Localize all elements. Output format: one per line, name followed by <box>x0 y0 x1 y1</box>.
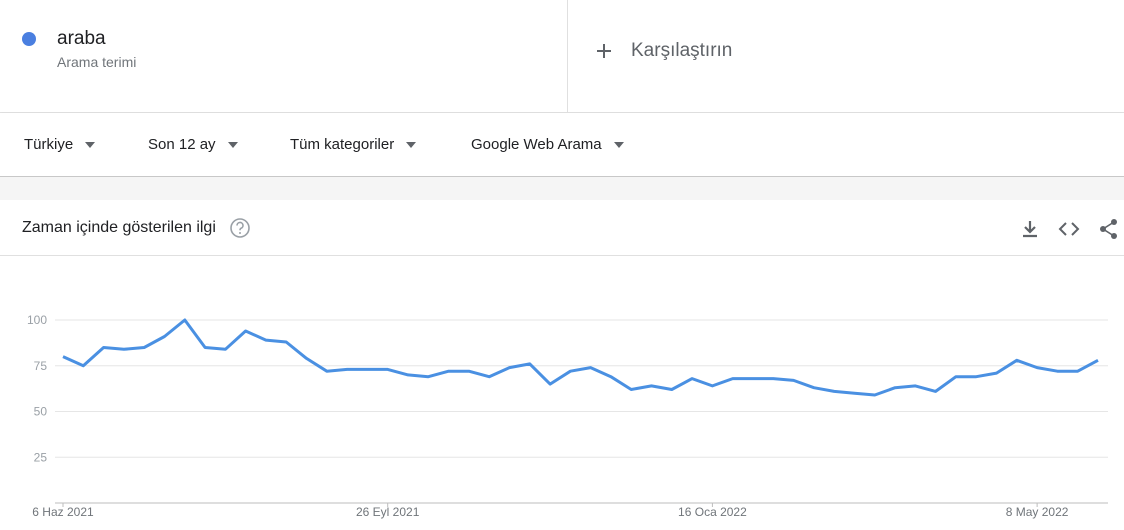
y-tick-label: 100 <box>27 313 47 327</box>
download-icon[interactable] <box>1020 219 1040 239</box>
trend-line <box>62 318 1099 397</box>
divider <box>567 0 568 112</box>
filter-dropdown[interactable]: Google Web Arama <box>471 136 624 153</box>
chart: 25 50 75 100 6 Haz 2021 26 Eyl 2021 16 Oca 202… <box>27 313 1108 519</box>
chart-title: Zaman içinde gösterilen ilgi <box>22 219 216 236</box>
x-tick-label: 8 May 2022 <box>1006 505 1069 519</box>
x-tick-label: 16 Oca 2022 <box>678 505 747 519</box>
card-header: Zaman içinde gösterilen ilgi <box>0 200 1124 256</box>
search-term-type: Arama terimi <box>57 54 137 70</box>
x-tick-label: 26 Eyl 2021 <box>356 505 420 519</box>
filter-dropdown[interactable]: Türkiye <box>24 136 95 153</box>
filter-dropdown[interactable]: Tüm kategoriler <box>290 136 416 153</box>
y-tick-label: 25 <box>34 450 48 464</box>
filter-dropdown[interactable]: Son 12 ay <box>148 136 238 153</box>
embed-icon[interactable] <box>1058 219 1080 239</box>
compare-button[interactable]: Karşılaştırın <box>631 40 733 61</box>
search-header: araba Arama terimi Karşılaştırın <box>0 0 1124 113</box>
y-tick-label: 50 <box>34 405 48 419</box>
filter-bar: Türkiye Son 12 ay Tüm kategoriler Google… <box>0 113 1124 177</box>
plus-icon[interactable] <box>595 42 613 60</box>
x-tick-label: 6 Haz 2021 <box>32 505 94 519</box>
search-term[interactable]: araba <box>57 28 106 49</box>
y-tick-label: 75 <box>34 359 48 373</box>
term-dot <box>22 32 36 46</box>
help-icon[interactable] <box>229 217 251 239</box>
separator-band <box>0 177 1124 200</box>
share-icon[interactable] <box>1098 218 1120 240</box>
